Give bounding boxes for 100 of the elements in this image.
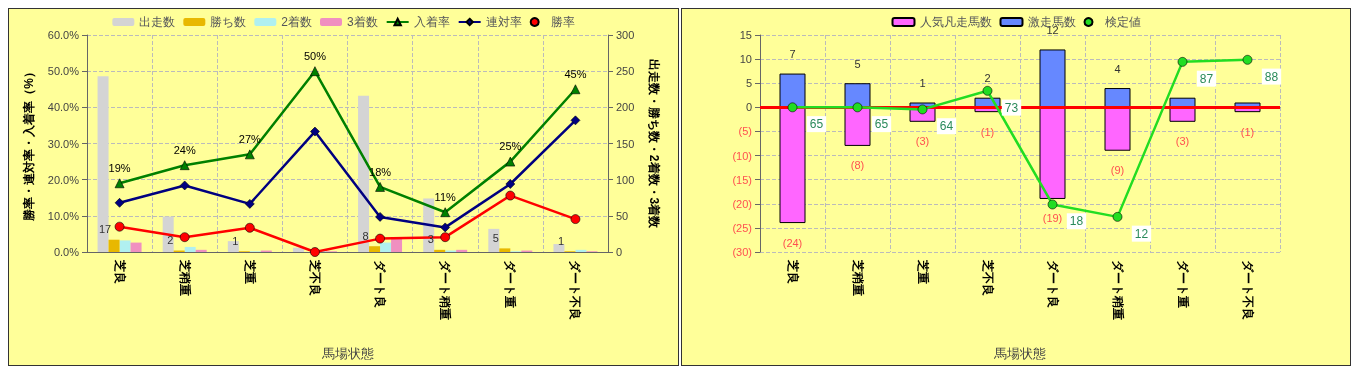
bar (456, 249, 468, 252)
point (179, 160, 190, 170)
point (375, 182, 385, 192)
x-axis-title: 馬場状態 (320, 346, 374, 361)
bar (97, 76, 109, 252)
data-label: 25% (499, 140, 522, 153)
legend-label: 入着率 (413, 15, 450, 29)
legend-label: 連対率 (485, 15, 522, 29)
bar (575, 249, 587, 252)
y-tick-label: (30) (732, 246, 752, 258)
y2-tick-label: 200 (616, 101, 635, 114)
data-label: 4 (1114, 62, 1121, 75)
data-label: 50% (303, 49, 327, 62)
point (375, 233, 385, 244)
point (505, 179, 516, 189)
x-tick-label: 芝重 (915, 259, 930, 284)
data-label: (3) (915, 135, 930, 148)
data-label: 5 (492, 231, 499, 244)
legend-label: 人気凡走馬数 (919, 15, 992, 29)
legend-label: 勝ち数 (210, 15, 247, 29)
point (375, 212, 385, 222)
bar (369, 246, 381, 252)
y-tick-label: 10.0% (47, 209, 80, 222)
bar (184, 246, 196, 252)
data-label: 1 (919, 77, 926, 90)
point (787, 102, 798, 113)
y2-tick-label: 150 (616, 137, 635, 150)
data-label: 11% (434, 190, 456, 203)
legend-label: 勝率 (550, 15, 575, 29)
point (852, 102, 863, 113)
data-label: 5 (854, 57, 861, 70)
data-label: (1) (1240, 125, 1255, 138)
data-label: 45% (564, 67, 587, 80)
point (245, 222, 255, 233)
bar (553, 244, 565, 252)
point (114, 198, 125, 208)
point (440, 222, 450, 233)
data-label: 18 (1069, 214, 1084, 229)
bar (1039, 49, 1066, 108)
y2-tick-label: 50 (616, 209, 629, 222)
y-tick-label: 15 (739, 29, 752, 41)
point (179, 180, 190, 191)
point (310, 66, 320, 76)
point (505, 190, 516, 201)
bar (380, 242, 392, 252)
data-label: (1) (980, 125, 995, 138)
data-label: (24) (782, 236, 803, 249)
legend-label: 3着数 (347, 15, 378, 29)
y-tick-label: 60.0% (47, 29, 80, 41)
point (440, 232, 450, 242)
y-tick-label: 10 (739, 53, 752, 66)
y2-axis-title: 出走数・勝ち数・2着数・3着数 (647, 58, 661, 230)
data-label: 65 (809, 117, 824, 132)
y-tick-label: 0.0% (53, 246, 80, 258)
data-label: 8 (362, 229, 369, 242)
bar (1104, 88, 1131, 108)
x-tick-label: 芝不良 (307, 259, 322, 296)
point (245, 149, 255, 160)
legend-label: 出走数 (139, 15, 176, 29)
x-tick-label: ダート不良 (1240, 260, 1255, 320)
y-tick-label: (25) (732, 221, 752, 234)
x-tick-label: 芝稍重 (177, 259, 192, 296)
x-tick-label: ダート稍重 (1110, 260, 1125, 320)
y-tick-label: (10) (732, 149, 752, 162)
point (114, 221, 125, 232)
point (310, 247, 320, 257)
data-label: 2 (984, 72, 991, 85)
point (1242, 55, 1253, 65)
y-tick-label: (5) (738, 125, 752, 138)
point (245, 199, 255, 209)
bar (434, 249, 446, 252)
data-label: 27% (238, 133, 262, 146)
y-tick-label: 30.0% (47, 137, 80, 150)
data-label: (3) (1175, 135, 1190, 148)
x-tick-label: 芝不良 (980, 259, 995, 296)
bar (391, 238, 403, 252)
point (570, 115, 581, 126)
data-label: 7 (789, 48, 796, 61)
y-axis-title: 勝率・連対率・入着率（%） (22, 66, 36, 222)
point (570, 84, 581, 95)
data-label: 87 (1199, 71, 1214, 86)
point (505, 156, 516, 167)
x-tick-label: 芝良 (785, 259, 800, 284)
bar (1169, 107, 1196, 122)
point (1047, 199, 1058, 210)
data-label: (9) (1110, 164, 1125, 177)
x-tick-label: ダート良 (373, 260, 388, 308)
data-label: 1 (557, 234, 564, 247)
data-label: 88 (1264, 69, 1279, 84)
bar (119, 240, 131, 252)
y2-tick-label: 250 (616, 65, 635, 78)
y-tick-label: 40.0% (47, 101, 80, 114)
point (917, 104, 928, 115)
y-tick-label: 50.0% (47, 65, 80, 78)
data-label: 2 (167, 234, 174, 247)
data-label: 73 (1004, 100, 1019, 115)
y-tick-label: 5 (745, 77, 752, 90)
data-label: 12 (1134, 226, 1149, 241)
y2-tick-label: 100 (616, 173, 635, 186)
point (982, 86, 993, 96)
